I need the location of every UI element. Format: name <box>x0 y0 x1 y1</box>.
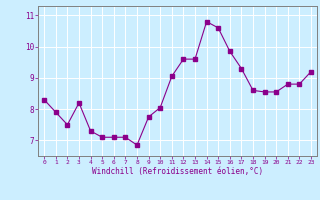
X-axis label: Windchill (Refroidissement éolien,°C): Windchill (Refroidissement éolien,°C) <box>92 167 263 176</box>
